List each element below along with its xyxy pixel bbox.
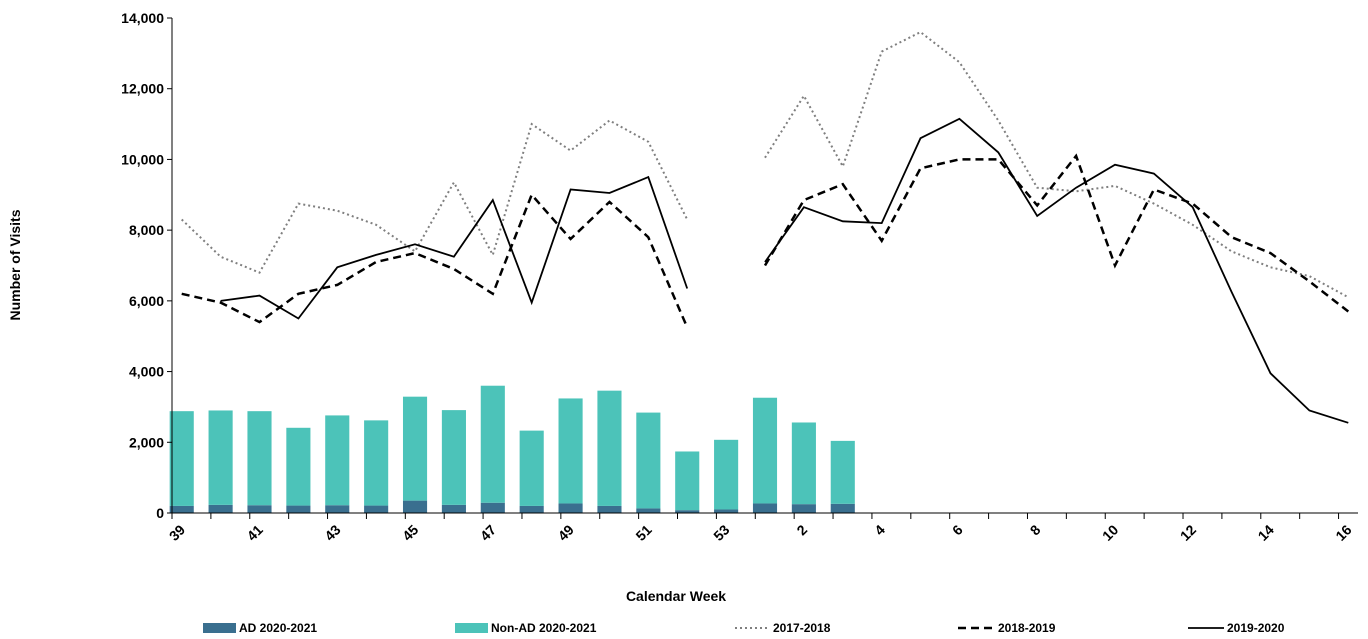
bar-ad-39 [169, 505, 194, 513]
bar-nonad-50 [597, 390, 622, 506]
bar-nonad-49 [558, 398, 583, 504]
line-2019-2020-segment-1 [220, 175, 689, 320]
bar-nonad-48 [519, 430, 544, 506]
legend-label: 2018-2019 [998, 621, 1056, 635]
y-tick-label: 14,000 [121, 10, 164, 26]
bar-nonad-53 [714, 439, 739, 510]
y-tick-label: 8,000 [129, 222, 164, 238]
y-tick-label: 6,000 [129, 293, 164, 309]
x-tick-label: 4 [871, 521, 888, 538]
legend-label: AD 2020-2021 [239, 621, 317, 635]
line-2018-2019-segment-1 [181, 192, 689, 328]
bar-nonad-52 [675, 451, 700, 511]
x-axis-title: Calendar Week [626, 588, 726, 604]
bar-nonad-44 [364, 420, 389, 506]
y-axis-title: Number of Visits [7, 209, 23, 320]
bar-ad-44 [364, 505, 389, 513]
line-2018-2019-segment-2 [763, 153, 1350, 313]
x-tick-label: 43 [321, 521, 343, 543]
bar-nonad-43 [325, 415, 350, 506]
legend-swatch [203, 623, 236, 633]
x-tick-label: 6 [949, 521, 966, 538]
line-2019-2020-segment-2 [764, 117, 1349, 424]
x-tick-label: 12 [1177, 521, 1199, 543]
y-tick-label: 4,000 [129, 364, 164, 380]
x-tick-label: 47 [477, 521, 499, 543]
bar-nonad-41 [247, 411, 272, 506]
bar-nonad-3 [830, 440, 855, 504]
line-2017-2018-segment-2 [764, 30, 1349, 299]
y-tick-label: 10,000 [121, 151, 164, 167]
bar-ad-46 [441, 504, 466, 513]
bar-nonad-45 [402, 396, 428, 501]
bar-nonad-39 [169, 411, 194, 506]
axes-layer: 0 2,000 4,000 6,000 8,000 10,000 12,000 14,000 3… [121, 10, 1358, 544]
x-tick-label: 14 [1255, 521, 1277, 543]
x-tick-label: 10 [1099, 521, 1121, 543]
legend-label: 2017-2018 [773, 621, 831, 635]
bar-nonad-2 [791, 422, 816, 505]
legend-label: 2019-2020 [1227, 621, 1285, 635]
bar-ad-43 [325, 505, 350, 513]
bar-ad-42 [286, 505, 311, 513]
bar-nonad-42 [286, 427, 311, 506]
bar-ad-52 [675, 510, 700, 513]
x-tick-label: 41 [244, 521, 266, 543]
x-tick-label: 8 [1027, 521, 1044, 538]
x-tick-label: 2 [793, 521, 810, 538]
x-tick-label: 16 [1332, 521, 1354, 543]
x-tick-label: 51 [632, 521, 654, 543]
bar-nonad-1 [752, 397, 778, 504]
bar-nonad-47 [480, 385, 505, 503]
x-tick-label: 39 [166, 521, 188, 543]
bar-ad-51 [636, 508, 661, 513]
bar-nonad-51 [636, 412, 661, 509]
bar-ad-1 [752, 503, 778, 513]
x-tick-label: 49 [555, 521, 577, 543]
legend: AD 2020-2021 Non-AD 2020-2021 2017-2018 201… [203, 621, 1285, 635]
bar-ad-47 [480, 502, 505, 513]
y-tick-label: 0 [156, 505, 164, 521]
bar-ad-50 [597, 505, 622, 513]
bar-ad-40 [208, 504, 233, 513]
legend-label: Non-AD 2020-2021 [491, 621, 597, 635]
bar-ad-3 [830, 503, 855, 513]
y-tick-label: 2,000 [129, 434, 164, 450]
bar-ad-45 [402, 500, 428, 513]
legend-swatch [455, 623, 488, 633]
bar-ad-2 [791, 504, 816, 513]
x-tick-label: 45 [399, 521, 421, 543]
bar-nonad-40 [208, 410, 233, 505]
bar-nonad-46 [441, 410, 466, 505]
bar-ad-41 [247, 505, 272, 513]
bars-layer [169, 385, 855, 513]
x-tick-label: 53 [710, 521, 732, 543]
y-tick-label: 12,000 [121, 81, 164, 97]
bar-ad-48 [519, 505, 544, 513]
bar-ad-49 [558, 503, 583, 513]
lines-layer [181, 30, 1350, 424]
bar-ad-53 [714, 509, 739, 513]
